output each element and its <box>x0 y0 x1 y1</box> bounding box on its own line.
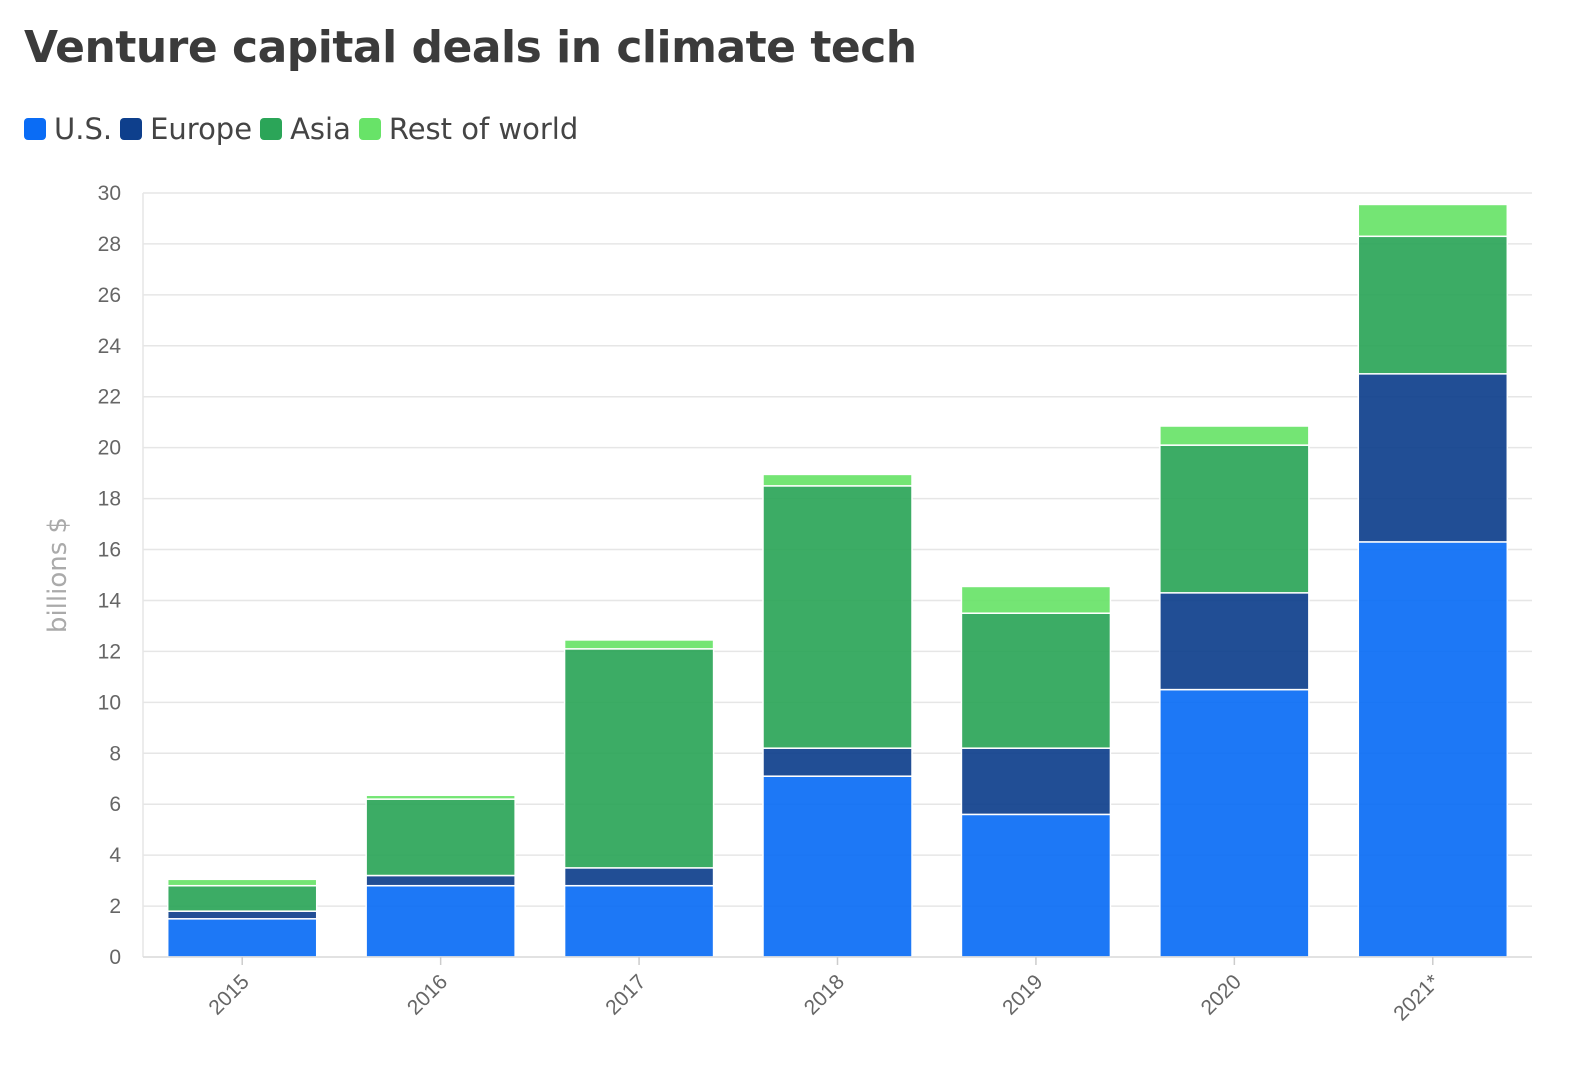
bar-rest-of-world-2015[interactable] <box>166 878 318 887</box>
y-tick-label: 14 <box>98 589 122 612</box>
legend-item-asia[interactable]: Asia <box>260 112 351 146</box>
y-tick-label: 18 <box>98 488 121 511</box>
bar-asia-2018[interactable] <box>762 485 913 749</box>
bar-europe-2021[interactable] <box>1357 373 1509 543</box>
bar-rest-of-world-2019[interactable] <box>960 585 1112 614</box>
x-tick-label: 2021* <box>1389 970 1444 1025</box>
x-tick-label: 2020 <box>1197 970 1246 1019</box>
y-tick-label: 26 <box>98 284 121 307</box>
bar-europe-2020[interactable] <box>1159 592 1310 691</box>
bars <box>166 203 1509 958</box>
bar-u-s-2017[interactable] <box>563 884 715 958</box>
y-tick-label: 0 <box>109 946 121 969</box>
legend-item-rest-of-world[interactable]: Rest of world <box>358 112 579 146</box>
legend-swatch <box>120 118 143 140</box>
y-tick-label: 4 <box>109 844 121 867</box>
bar-europe-2016[interactable] <box>365 874 516 887</box>
legend-label: Rest of world <box>388 112 579 146</box>
bar-u-s-2019[interactable] <box>960 813 1112 958</box>
y-tick-label: 10 <box>98 691 121 714</box>
bar-asia-2020[interactable] <box>1159 444 1310 594</box>
y-tick-label: 22 <box>98 386 121 409</box>
bar-rest-of-world-2018[interactable] <box>762 473 913 487</box>
bar-asia-2019[interactable] <box>960 612 1112 749</box>
bar-europe-2015[interactable] <box>166 910 318 920</box>
y-tick-label: 24 <box>98 335 122 358</box>
y-axis-title: billions $ <box>43 517 73 633</box>
x-tick-label: 2019 <box>998 970 1047 1019</box>
legend-swatch <box>260 118 283 140</box>
bar-rest-of-world-2016[interactable] <box>365 794 516 800</box>
bar-u-s-2020[interactable] <box>1159 688 1310 958</box>
bar-asia-2017[interactable] <box>563 648 715 869</box>
bar-u-s-2016[interactable] <box>365 884 516 958</box>
y-tick-label: 16 <box>98 539 121 562</box>
y-tick-label: 8 <box>109 742 121 765</box>
legend-item-u-s[interactable]: U.S. <box>24 112 112 146</box>
bar-europe-2017[interactable] <box>563 867 715 887</box>
chart-legend: U.S. Europe Asia Rest of world <box>24 112 586 146</box>
y-tick-label: 6 <box>109 793 121 816</box>
bar-asia-2015[interactable] <box>166 884 318 912</box>
x-tick-label: 2017 <box>601 970 650 1019</box>
legend-item-europe[interactable]: Europe <box>120 112 252 146</box>
legend-label: Asia <box>290 112 351 146</box>
bar-rest-of-world-2020[interactable] <box>1159 425 1310 446</box>
bar-asia-2016[interactable] <box>365 798 516 877</box>
bar-rest-of-world-2021[interactable] <box>1357 203 1509 238</box>
y-tick-label: 30 <box>98 182 121 205</box>
bar-europe-2018[interactable] <box>762 747 913 777</box>
x-tick-label: 2016 <box>403 970 452 1019</box>
y-tick-label: 2 <box>109 895 121 918</box>
legend-swatch <box>358 118 381 140</box>
legend-label: Europe <box>150 112 253 146</box>
bar-u-s-2018[interactable] <box>762 775 913 958</box>
x-axis: 2015 2016 2017 2018 2019 2020 2021* <box>204 957 1444 1025</box>
legend-swatch <box>24 118 46 140</box>
bar-u-s-2015[interactable] <box>166 918 318 958</box>
bar-rest-of-world-2017[interactable] <box>563 639 715 650</box>
y-tick-label: 20 <box>98 437 121 460</box>
bar-asia-2021[interactable] <box>1357 235 1509 375</box>
bar-europe-2019[interactable] <box>960 747 1112 816</box>
x-tick-label: 2018 <box>800 970 849 1019</box>
chart-title: Venture capital deals in climate tech <box>24 22 917 73</box>
x-tick-label: 2015 <box>204 970 253 1019</box>
bar-u-s-2021[interactable] <box>1357 541 1509 958</box>
y-tick-label: 12 <box>98 640 121 663</box>
y-tick-label: 28 <box>98 233 121 256</box>
legend-label: U.S. <box>54 112 113 146</box>
